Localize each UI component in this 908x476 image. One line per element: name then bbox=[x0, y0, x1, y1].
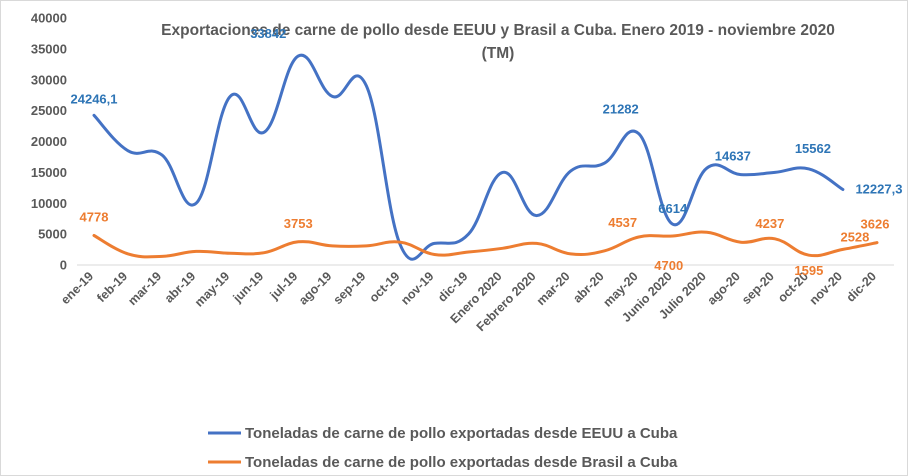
x-tick-label: mar-20 bbox=[534, 269, 573, 308]
y-tick-label: 15000 bbox=[31, 165, 67, 180]
y-tick-label: 5000 bbox=[38, 227, 67, 242]
y-tick-label: 10000 bbox=[31, 196, 67, 211]
legend: Toneladas de carne de pollo exportadas d… bbox=[208, 425, 678, 471]
legend-label-brasil: Toneladas de carne de pollo exportadas d… bbox=[245, 454, 678, 471]
data-label: 4778 bbox=[80, 209, 109, 224]
data-label: 14637 bbox=[715, 149, 751, 164]
y-tick-label: 25000 bbox=[31, 103, 67, 118]
x-tick-label: ago-20 bbox=[705, 269, 743, 307]
x-tick-label: ene-19 bbox=[58, 269, 96, 307]
data-label: 12227,3 bbox=[855, 181, 902, 196]
x-tick-label: oct-19 bbox=[367, 269, 403, 305]
x-tick-label: ago-19 bbox=[296, 269, 334, 307]
data-label: 4237 bbox=[755, 216, 784, 231]
data-label: 24246,1 bbox=[71, 91, 118, 106]
data-label: 2528 bbox=[840, 229, 869, 244]
y-tick-label: 35000 bbox=[31, 41, 67, 56]
data-label: 6614 bbox=[658, 201, 688, 216]
x-tick-label: feb-19 bbox=[94, 269, 130, 305]
data-label: 4537 bbox=[608, 215, 637, 230]
x-tick-label: nov-19 bbox=[398, 269, 436, 307]
x-tick-label: sep-20 bbox=[739, 269, 777, 307]
y-tick-label: 30000 bbox=[31, 72, 67, 87]
x-tick-label: sep-19 bbox=[331, 269, 369, 307]
chart-title-line2: (TM) bbox=[482, 45, 515, 62]
series-lines bbox=[92, 53, 879, 261]
series-line-brasil bbox=[92, 230, 879, 259]
chart-title-line1: Exportaciones de carne de pollo desde EE… bbox=[161, 22, 835, 39]
data-label: 1595 bbox=[794, 263, 823, 278]
data-label: 4700 bbox=[654, 258, 683, 273]
x-tick-label: dic-20 bbox=[844, 269, 879, 304]
x-tick-label: jun-19 bbox=[230, 269, 267, 306]
y-tick-label: 20000 bbox=[31, 134, 67, 149]
data-label: 15562 bbox=[795, 141, 831, 156]
legend-label-eeuu: Toneladas de carne de pollo exportadas d… bbox=[245, 425, 678, 442]
data-label: 21282 bbox=[603, 102, 639, 117]
x-tick-label: Febrero 2020 bbox=[474, 269, 539, 334]
data-label: 3626 bbox=[861, 217, 890, 232]
y-tick-label: 40000 bbox=[31, 11, 67, 26]
series-line-eeuu bbox=[92, 53, 845, 261]
data-label: 33842 bbox=[250, 26, 286, 41]
y-axis: 0 5000 10000 15000 20000 25000 30000 35000 40000 bbox=[31, 11, 67, 273]
y-tick-label: 0 bbox=[60, 258, 67, 273]
data-label: 3753 bbox=[284, 216, 313, 231]
data-labels: 24246,1 33842 21282 6614 14637 15562 12227,3 47… bbox=[71, 26, 903, 278]
x-tick-label: mar-19 bbox=[125, 269, 164, 308]
x-tick-label: may-19 bbox=[192, 269, 232, 309]
